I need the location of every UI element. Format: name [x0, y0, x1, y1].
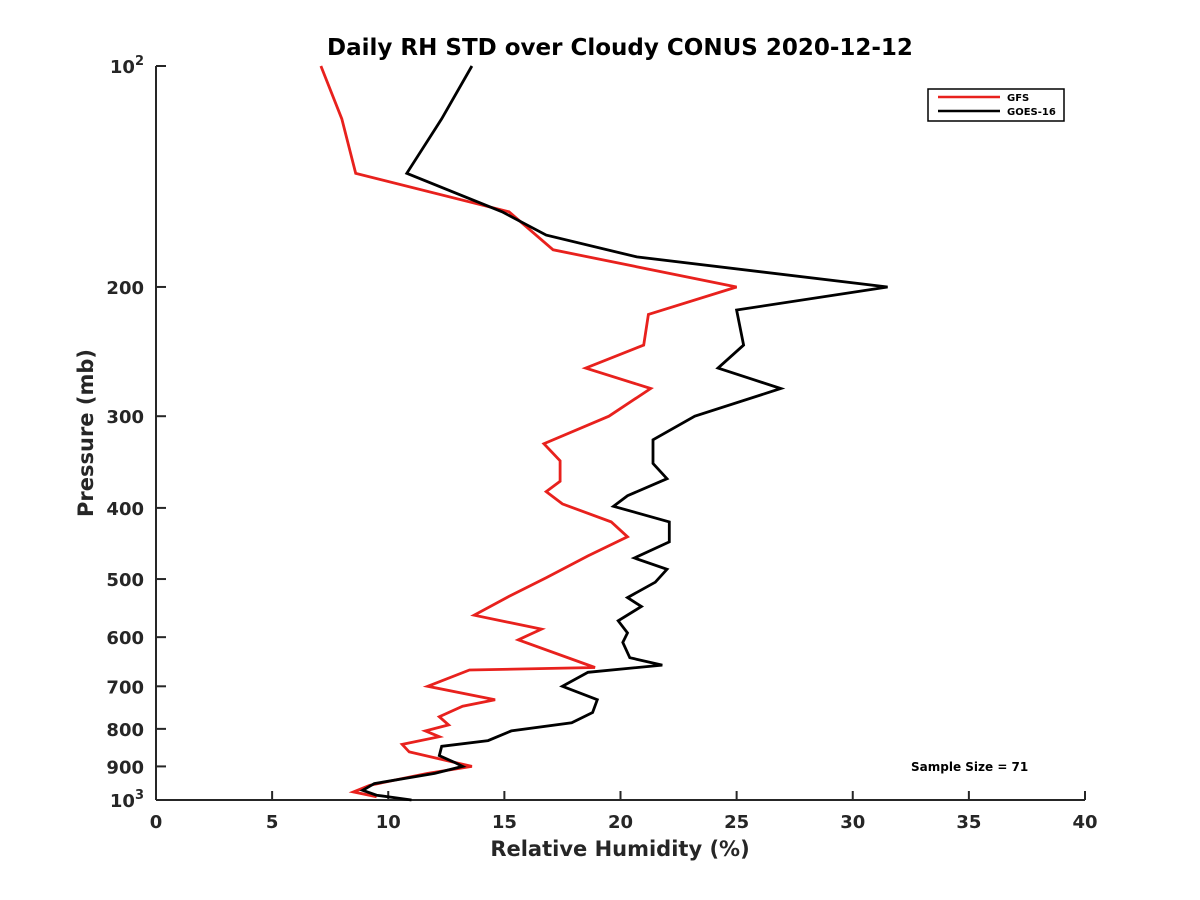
plot-axes	[155, 66, 1085, 801]
legend-label-goes16: GOES-16	[1007, 107, 1056, 118]
y-axis-label: Pressure (mb)	[74, 349, 98, 517]
series-line-goes16	[359, 65, 888, 802]
x-tick-label: 5	[266, 812, 279, 833]
x-axis-ticks: 0 5 10 15 20 25 30 35 40	[150, 791, 1098, 833]
x-axis-label: Relative Humidity (%)	[490, 837, 749, 861]
legend-label-gfs: GFS	[1007, 93, 1029, 104]
y-tick-label: 900	[106, 757, 144, 778]
x-tick-label: 10	[376, 812, 401, 833]
y-tick-label: 400	[106, 499, 144, 520]
y-tick-label: 103	[110, 788, 144, 812]
x-tick-label: 40	[1072, 812, 1097, 833]
x-tick-label: 0	[150, 812, 163, 833]
chart-title: Daily RH STD over Cloudy CONUS 2020-12-1…	[327, 35, 913, 61]
series-line-gfs	[319, 65, 738, 799]
legend: GFS GOES-16	[927, 88, 1065, 122]
y-tick-label: 200	[106, 278, 144, 299]
x-tick-label: 20	[608, 812, 633, 833]
x-tick-label: 15	[492, 812, 517, 833]
y-tick-label: 300	[106, 407, 144, 428]
y-tick-label: 102	[110, 54, 144, 78]
x-tick-label: 25	[724, 812, 749, 833]
y-tick-label: 800	[106, 720, 144, 741]
x-tick-label: 30	[840, 812, 865, 833]
y-tick-label: 600	[106, 628, 144, 649]
y-axis-ticks: 102 200 300 400 500 600 700 800 900 103	[106, 54, 166, 812]
series-layer	[319, 65, 888, 802]
x-tick-label: 35	[956, 812, 981, 833]
y-tick-label: 700	[106, 677, 144, 698]
sample-size-annotation: Sample Size = 71	[911, 760, 1028, 774]
y-tick-label: 500	[106, 570, 144, 591]
legend-box	[927, 88, 1065, 122]
